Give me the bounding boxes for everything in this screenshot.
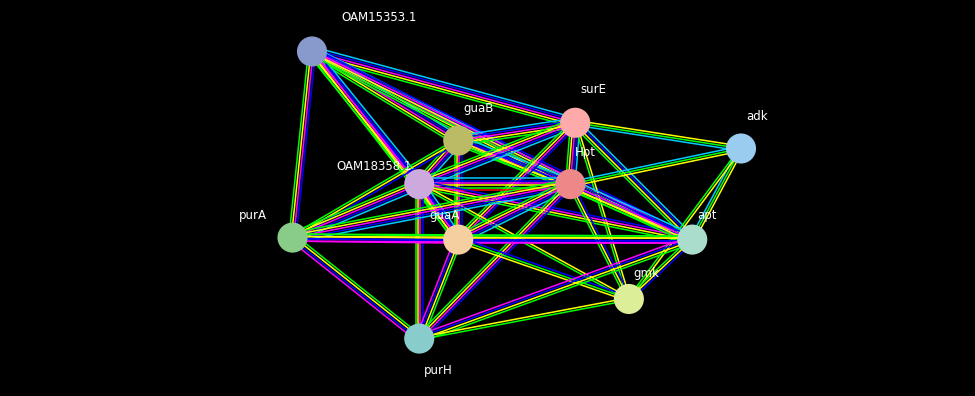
Text: Hpt: Hpt bbox=[575, 146, 597, 159]
Text: surE: surE bbox=[580, 83, 606, 95]
Circle shape bbox=[297, 36, 327, 67]
Circle shape bbox=[405, 324, 434, 354]
Text: guaA: guaA bbox=[429, 209, 459, 222]
Circle shape bbox=[405, 169, 434, 199]
Text: purA: purA bbox=[239, 209, 267, 222]
Circle shape bbox=[556, 169, 585, 199]
Circle shape bbox=[726, 133, 756, 164]
Circle shape bbox=[561, 108, 590, 138]
Text: apt: apt bbox=[697, 209, 717, 222]
Text: purH: purH bbox=[424, 364, 452, 377]
Circle shape bbox=[444, 225, 473, 255]
Circle shape bbox=[444, 126, 473, 156]
Text: OAM15353.1: OAM15353.1 bbox=[341, 11, 416, 24]
Text: guaB: guaB bbox=[463, 103, 493, 115]
Circle shape bbox=[278, 223, 307, 253]
Circle shape bbox=[614, 284, 644, 314]
Text: OAM18358.1: OAM18358.1 bbox=[336, 160, 411, 173]
Circle shape bbox=[678, 225, 707, 255]
Text: adk: adk bbox=[746, 110, 767, 123]
Text: gmk: gmk bbox=[634, 267, 660, 280]
